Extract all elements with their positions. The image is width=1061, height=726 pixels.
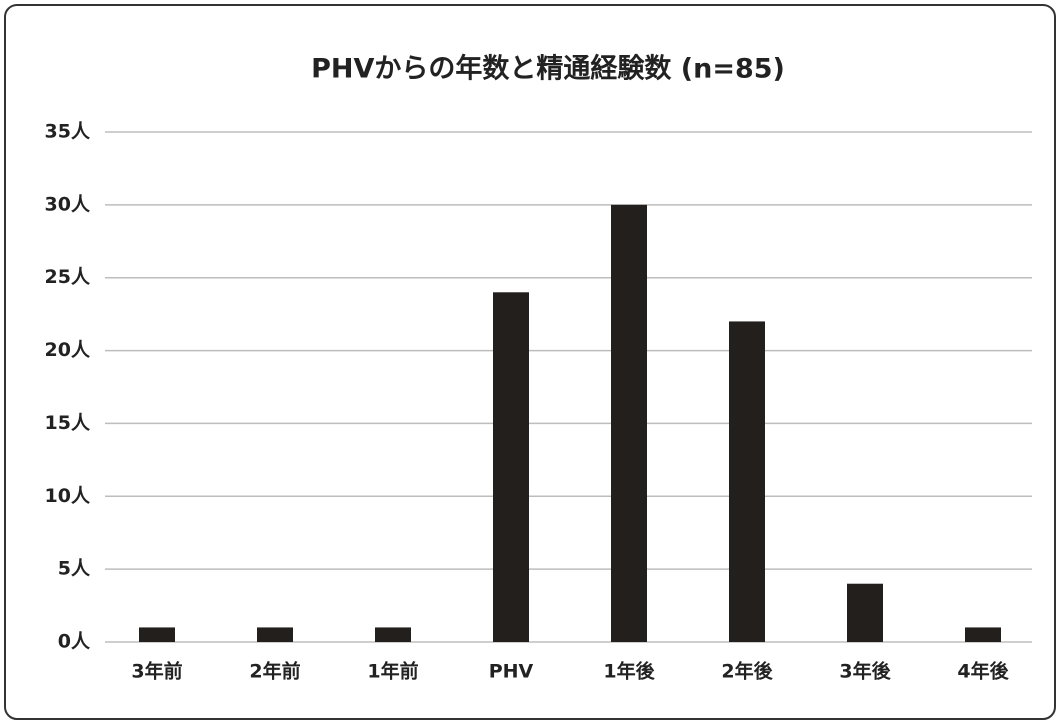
x-tick-label: PHV bbox=[489, 661, 534, 683]
bar bbox=[375, 627, 411, 642]
x-tick-label: 3年前 bbox=[131, 660, 182, 683]
y-tick-label: 5人 bbox=[58, 558, 91, 580]
bar bbox=[965, 627, 1001, 642]
y-tick-label: 0人 bbox=[58, 631, 91, 653]
bar bbox=[257, 627, 293, 642]
y-tick-label: 35人 bbox=[45, 121, 91, 143]
bar bbox=[493, 292, 529, 642]
x-tick-label: 4年後 bbox=[957, 660, 1009, 683]
y-tick-label: 25人 bbox=[45, 266, 91, 288]
x-tick-label: 2年後 bbox=[721, 660, 773, 683]
x-tick-label: 1年後 bbox=[603, 660, 655, 683]
bar bbox=[847, 583, 883, 642]
bar bbox=[139, 627, 175, 642]
x-tick-label: 2年前 bbox=[249, 660, 300, 683]
chart-frame bbox=[4, 4, 1056, 720]
x-tick-label: 3年後 bbox=[839, 660, 891, 683]
x-tick-label: 1年前 bbox=[367, 660, 418, 683]
chart-title: PHVからの年数と精通経験数 (n=85) bbox=[311, 53, 785, 85]
bar bbox=[611, 204, 647, 642]
bar bbox=[729, 321, 765, 642]
y-tick-label: 30人 bbox=[45, 193, 91, 215]
y-tick-label: 20人 bbox=[45, 339, 91, 361]
y-tick-label: 10人 bbox=[45, 485, 91, 507]
y-tick-label: 15人 bbox=[45, 412, 91, 434]
